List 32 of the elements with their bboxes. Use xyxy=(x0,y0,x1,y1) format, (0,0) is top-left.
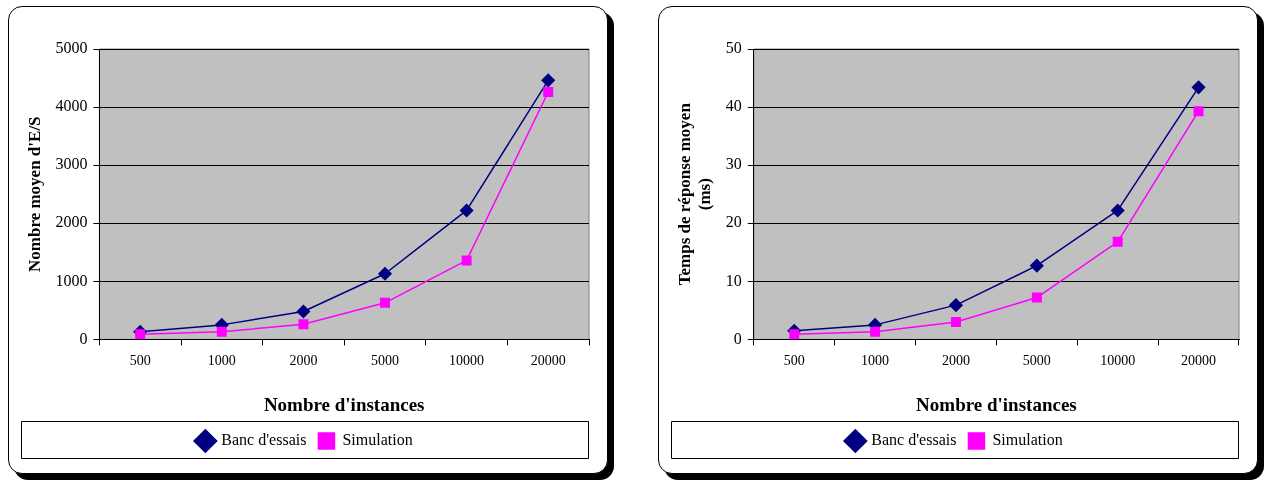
x-tick-label: 500 xyxy=(129,353,151,369)
y-tick-label: 50 xyxy=(725,39,742,57)
y-tick-label: 0 xyxy=(733,329,742,347)
x-tick-label: 1000 xyxy=(207,353,236,369)
x-tick-label: 2000 xyxy=(941,353,970,369)
legend-label: Simulation xyxy=(342,431,413,449)
x-axis-title: Nombre d'instances xyxy=(916,393,1077,415)
y-tick-label: 20 xyxy=(725,213,742,231)
x-tick-label: 20000 xyxy=(530,353,566,369)
x-tick-label: 20000 xyxy=(1181,353,1217,369)
y-axis-title: Nombre moyen d'E/S xyxy=(24,116,44,272)
y-tick-label: 40 xyxy=(725,97,742,115)
y-tick-label: 3000 xyxy=(55,155,88,173)
y-axis-title: Temps de réponse moyen (ms) xyxy=(674,102,714,286)
y-tick-label: 4000 xyxy=(55,97,88,115)
y-tick-label: 2000 xyxy=(55,213,88,231)
legend-label: Banc d'essais xyxy=(221,431,307,449)
legend-label: Banc d'essais xyxy=(871,431,957,449)
x-tick-label: 10000 xyxy=(1100,353,1136,369)
x-tick-label: 2000 xyxy=(289,353,318,369)
x-tick-label: 5000 xyxy=(371,353,399,369)
x-tick-label: 1000 xyxy=(861,353,890,369)
y-tick-label: 0 xyxy=(79,329,88,347)
y-tick-label: 1000 xyxy=(55,271,88,289)
x-tick-label: 500 xyxy=(783,353,805,369)
y-tick-label: 5000 xyxy=(55,39,88,57)
legend-label: Simulation xyxy=(992,431,1063,449)
x-tick-label: 10000 xyxy=(449,353,485,369)
y-tick-label: 10 xyxy=(725,271,742,289)
x-axis-title: Nombre d'instances xyxy=(263,393,425,415)
x-tick-label: 5000 xyxy=(1022,353,1051,369)
y-tick-label: 30 xyxy=(725,155,742,173)
